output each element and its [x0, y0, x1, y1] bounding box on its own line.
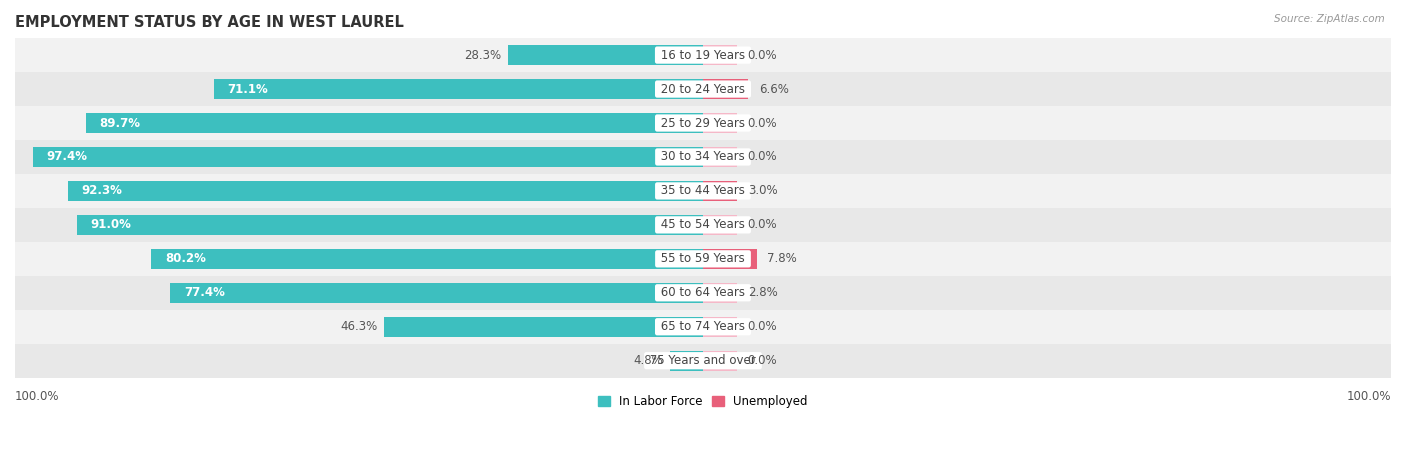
Bar: [15, 276, 1391, 310]
Bar: [77, 215, 703, 235]
Bar: [703, 79, 748, 99]
Text: 0.0%: 0.0%: [748, 49, 778, 62]
Text: 7.8%: 7.8%: [768, 252, 797, 265]
Bar: [15, 208, 1391, 242]
Bar: [703, 215, 737, 235]
Legend: In Labor Force, Unemployed: In Labor Force, Unemployed: [593, 390, 813, 413]
Text: 89.7%: 89.7%: [100, 116, 141, 129]
Text: 65 to 74 Years: 65 to 74 Years: [657, 320, 749, 333]
Bar: [703, 317, 737, 336]
Bar: [703, 283, 737, 303]
Text: 6.6%: 6.6%: [759, 83, 789, 96]
Bar: [15, 106, 1391, 140]
Text: 100.0%: 100.0%: [1347, 390, 1391, 403]
Text: 35 to 44 Years: 35 to 44 Years: [657, 184, 749, 198]
Text: 71.1%: 71.1%: [228, 83, 269, 96]
Text: 75 Years and over: 75 Years and over: [647, 354, 759, 367]
Text: 3.0%: 3.0%: [748, 184, 778, 198]
Text: 0.0%: 0.0%: [748, 218, 778, 231]
Bar: [15, 140, 1391, 174]
Bar: [509, 45, 703, 65]
Text: 0.0%: 0.0%: [748, 116, 778, 129]
Text: 0.0%: 0.0%: [748, 151, 778, 163]
Bar: [703, 45, 737, 65]
Text: 97.4%: 97.4%: [46, 151, 87, 163]
Bar: [32, 147, 703, 167]
Text: 20 to 24 Years: 20 to 24 Years: [657, 83, 749, 96]
Bar: [15, 38, 1391, 72]
Bar: [15, 174, 1391, 208]
Bar: [170, 283, 703, 303]
Text: 0.0%: 0.0%: [748, 320, 778, 333]
Text: 91.0%: 91.0%: [90, 218, 132, 231]
Bar: [384, 317, 703, 336]
Text: 80.2%: 80.2%: [165, 252, 205, 265]
Text: 100.0%: 100.0%: [15, 390, 59, 403]
Text: 16 to 19 Years: 16 to 19 Years: [657, 49, 749, 62]
Bar: [15, 344, 1391, 377]
Bar: [703, 351, 737, 371]
Bar: [671, 351, 703, 371]
Bar: [703, 249, 756, 269]
Bar: [703, 147, 737, 167]
Text: 28.3%: 28.3%: [464, 49, 502, 62]
Text: 60 to 64 Years: 60 to 64 Years: [657, 286, 749, 299]
Text: 0.0%: 0.0%: [748, 354, 778, 367]
Text: 45 to 54 Years: 45 to 54 Years: [657, 218, 749, 231]
Bar: [214, 79, 703, 99]
Text: 4.8%: 4.8%: [633, 354, 664, 367]
Text: 92.3%: 92.3%: [82, 184, 122, 198]
Bar: [703, 181, 737, 201]
Text: EMPLOYMENT STATUS BY AGE IN WEST LAUREL: EMPLOYMENT STATUS BY AGE IN WEST LAUREL: [15, 15, 404, 30]
Bar: [152, 249, 703, 269]
Text: 77.4%: 77.4%: [184, 286, 225, 299]
Text: 46.3%: 46.3%: [340, 320, 378, 333]
Bar: [86, 113, 703, 133]
Text: 2.8%: 2.8%: [748, 286, 778, 299]
Text: 55 to 59 Years: 55 to 59 Years: [657, 252, 749, 265]
Bar: [15, 242, 1391, 276]
Text: Source: ZipAtlas.com: Source: ZipAtlas.com: [1274, 14, 1385, 23]
Text: 25 to 29 Years: 25 to 29 Years: [657, 116, 749, 129]
Text: 30 to 34 Years: 30 to 34 Years: [657, 151, 749, 163]
Bar: [15, 72, 1391, 106]
Bar: [67, 181, 703, 201]
Bar: [703, 113, 737, 133]
Bar: [15, 310, 1391, 344]
